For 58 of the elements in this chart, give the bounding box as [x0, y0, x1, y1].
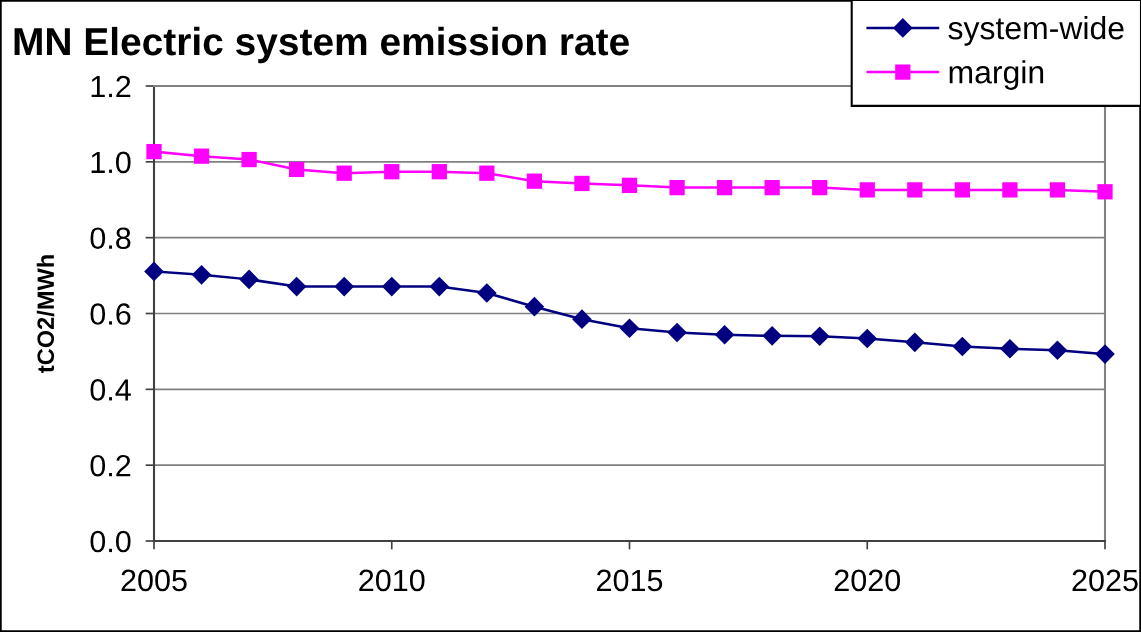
point: [669, 179, 685, 196]
point: [479, 165, 495, 181]
point: [904, 332, 925, 353]
x-tick-label: 2010: [359, 569, 425, 592]
point: [477, 283, 497, 303]
point: [619, 318, 640, 339]
y-axis-title: tCO2/MWh: [36, 255, 55, 373]
point: [764, 179, 780, 196]
point: [286, 276, 307, 297]
point: [526, 173, 543, 189]
point: [289, 161, 305, 178]
point: [239, 269, 259, 290]
point: [572, 309, 592, 330]
point: [384, 164, 400, 180]
point: [431, 164, 447, 180]
point: [144, 261, 164, 282]
point: [812, 179, 828, 196]
y-tick-label: 1.0: [91, 151, 131, 174]
point: [1049, 182, 1066, 198]
y-tick-label: 0.2: [90, 454, 131, 477]
point: [429, 276, 450, 297]
point: [241, 151, 257, 168]
y-tick-label: 1.2: [91, 75, 131, 98]
x-tick-label: 2020: [834, 569, 901, 592]
point: [146, 143, 162, 160]
point: [574, 175, 590, 192]
point: [1097, 184, 1113, 200]
point: [762, 326, 782, 346]
point: [191, 265, 212, 285]
x-tick-label: 2025: [1072, 569, 1138, 592]
point: [859, 182, 875, 198]
y-tick-label: 0.6: [90, 303, 131, 325]
legend-label: margin: [949, 60, 1044, 90]
point: [336, 165, 352, 181]
point: [667, 322, 687, 343]
point: [1000, 338, 1020, 359]
y-tick-label: 0.4: [90, 379, 131, 401]
point: [1002, 182, 1018, 198]
point: [1095, 344, 1115, 364]
point: [809, 326, 830, 347]
point: [334, 276, 355, 297]
point: [952, 336, 973, 357]
y-tick-label: 0.8: [90, 227, 131, 250]
point: [524, 296, 545, 317]
x-tick-label: 2005: [121, 569, 187, 592]
y-tick-label: 0.0: [90, 530, 131, 553]
legend-label: system-wide: [948, 15, 1124, 46]
point: [857, 328, 878, 349]
point: [193, 148, 210, 164]
chart-title: MN Electric system emission rate: [14, 26, 629, 64]
point: [907, 182, 923, 198]
point: [716, 179, 733, 196]
point: [381, 276, 402, 297]
point: [621, 177, 638, 193]
point: [1047, 340, 1068, 361]
point: [954, 182, 970, 198]
point: [714, 324, 735, 345]
x-tick-label: 2015: [597, 569, 663, 592]
